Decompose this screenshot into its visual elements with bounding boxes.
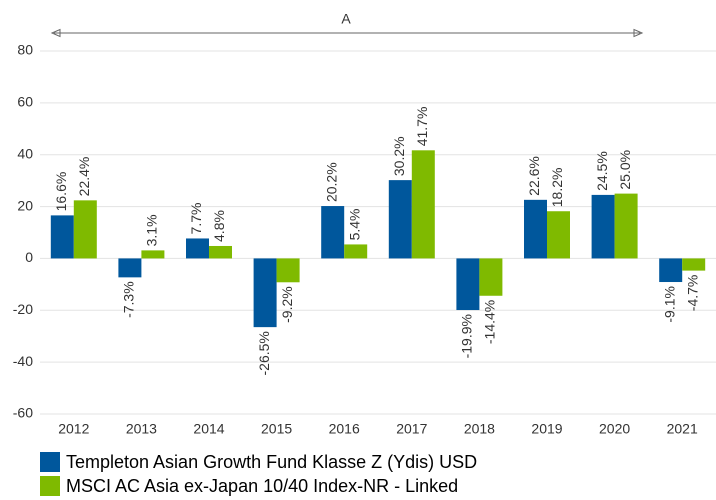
y-tick-label: 20 <box>17 197 33 213</box>
value-label: 30.2% <box>391 136 407 176</box>
legend-swatch <box>40 476 60 496</box>
x-tick-label: 2021 <box>667 421 698 437</box>
value-label: -26.5% <box>256 331 272 375</box>
bar <box>479 258 503 296</box>
y-tick-label: -20 <box>13 301 33 317</box>
bar <box>186 238 209 259</box>
y-tick-label: -60 <box>13 405 33 421</box>
y-tick-label: 80 <box>17 42 33 58</box>
bar <box>411 150 435 259</box>
value-label: -14.4% <box>482 300 498 344</box>
bar <box>253 258 277 328</box>
bar <box>209 245 232 259</box>
x-tick-label: 2020 <box>599 421 630 437</box>
bar <box>73 200 97 259</box>
x-tick-label: 2013 <box>126 421 157 437</box>
value-label: 22.4% <box>76 157 92 197</box>
bar <box>524 199 547 259</box>
annotation-arrow <box>50 28 644 38</box>
value-label: -19.9% <box>459 314 475 358</box>
x-tick-label: 2019 <box>531 421 562 437</box>
value-label: 24.5% <box>594 151 610 191</box>
value-label: 25.0% <box>617 150 633 190</box>
y-tick-label: 60 <box>17 94 33 110</box>
value-label: -7.3% <box>121 281 137 318</box>
annotation: A <box>341 11 351 27</box>
value-label: -9.1% <box>661 286 677 323</box>
bar <box>321 206 345 259</box>
bar <box>141 250 165 259</box>
y-tick-label: -40 <box>13 353 33 369</box>
value-label: -9.2% <box>279 286 295 323</box>
legend-label: MSCI AC Asia ex-Japan 10/40 Index-NR - L… <box>66 476 458 496</box>
value-label: 22.6% <box>526 156 542 196</box>
value-label: 5.4% <box>346 209 362 241</box>
value-label: 4.8% <box>211 210 227 242</box>
x-tick-label: 2014 <box>193 421 224 437</box>
value-label: 41.7% <box>414 107 430 147</box>
x-tick-label: 2018 <box>464 421 495 437</box>
x-tick-label: 2015 <box>261 421 292 437</box>
value-label: 18.2% <box>549 168 565 208</box>
bar <box>118 258 142 278</box>
y-tick-label: 40 <box>17 145 33 161</box>
y-tick-label: 0 <box>25 249 33 265</box>
bar <box>344 244 368 259</box>
bar <box>591 194 615 259</box>
bar <box>388 180 412 259</box>
bar <box>547 211 570 259</box>
value-label: 16.6% <box>53 172 69 212</box>
value-label: -4.7% <box>684 275 700 312</box>
x-tick-label: 2012 <box>58 421 89 437</box>
x-tick-label: 2017 <box>396 421 427 437</box>
value-label: 3.1% <box>144 214 160 246</box>
value-label: 20.2% <box>323 162 339 202</box>
value-label: 7.7% <box>188 203 204 235</box>
bar <box>50 215 74 259</box>
legend-swatch <box>40 452 60 472</box>
x-tick-label: 2016 <box>329 421 360 437</box>
legend-label: Templeton Asian Growth Fund Klasse Z (Yd… <box>66 452 477 472</box>
bar <box>456 258 480 311</box>
bar <box>682 258 706 271</box>
bar <box>659 258 683 283</box>
bar <box>276 258 300 283</box>
bar <box>614 193 638 259</box>
